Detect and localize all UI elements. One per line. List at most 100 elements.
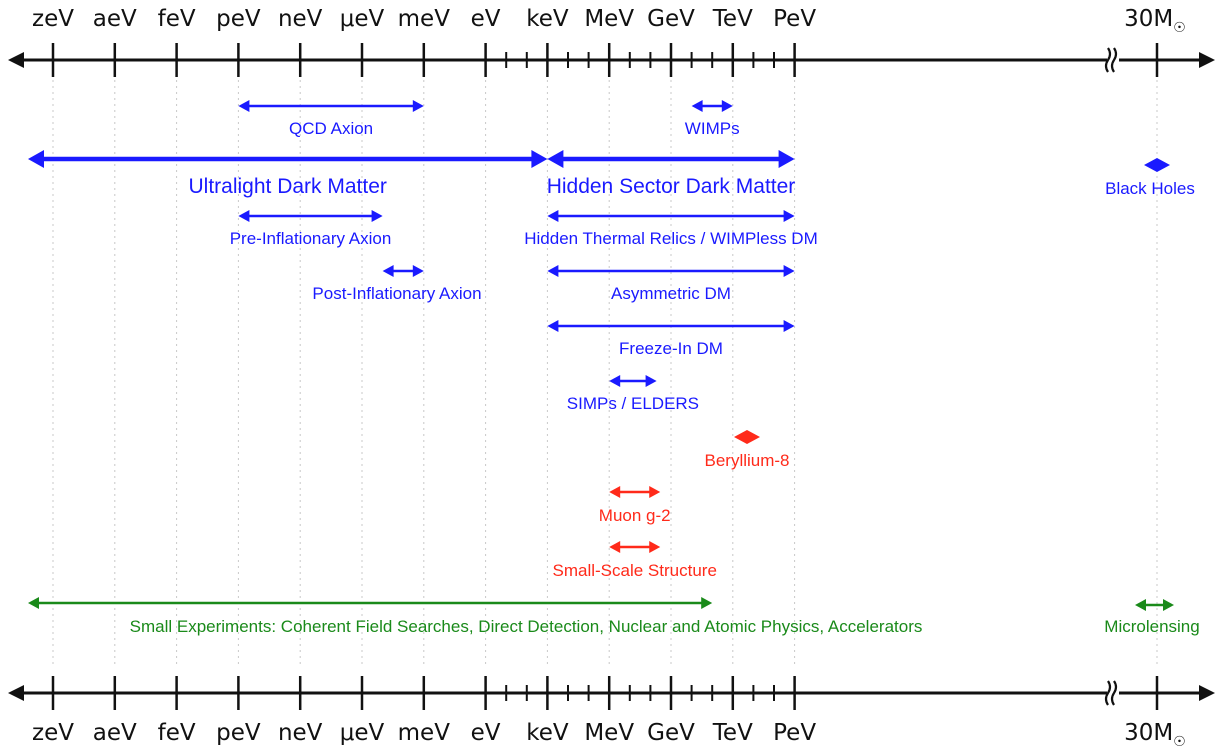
- range-label: Microlensing: [1104, 617, 1199, 636]
- axis-break-mark: [1110, 47, 1118, 73]
- axis-break-mark: [1104, 47, 1112, 73]
- bottom-energy-axis: zeV aeV feV peV neV μeV meV eV keV MeV GeV TeV PeV 30…: [8, 676, 1215, 750]
- range-arrow-head-right: [649, 541, 661, 553]
- tick-label-bottom: GeV: [647, 720, 695, 746]
- range-pre-inflationary-axion: Pre-Inflationary Axion: [230, 210, 392, 248]
- tick-label-bottom: aeV: [93, 720, 137, 746]
- range-arrow-head-left: [382, 265, 394, 277]
- range-arrow-head-right: [412, 100, 424, 112]
- tick-label-top: GeV: [647, 6, 695, 32]
- range-muon-g-2: Muon g-2: [599, 486, 671, 525]
- axis-arrow-right-bottom: [1199, 685, 1215, 701]
- tick-label-bottom: zeV: [32, 720, 74, 746]
- range-qcd-axion: QCD Axion: [238, 100, 424, 138]
- tick-label-top: neV: [278, 6, 323, 32]
- range-arrow-head-right: [721, 100, 733, 112]
- tick-label-bottom: TeV: [712, 720, 753, 746]
- range-arrow-head-right: [1163, 599, 1174, 611]
- range-label: Pre-Inflationary Axion: [230, 229, 392, 248]
- solar-mass-label-top: 30M☉: [1124, 6, 1186, 36]
- range-label: Muon g-2: [599, 506, 671, 525]
- range-freeze-in-dm: Freeze-In DM: [547, 320, 795, 358]
- tick-label-bottom: peV: [216, 720, 261, 746]
- tick-label-top: MeV: [584, 6, 634, 32]
- tick-label-bottom: feV: [158, 720, 196, 746]
- range-beryllium-8: Beryllium-8: [704, 430, 790, 470]
- range-arrow-head-left: [547, 150, 564, 168]
- tick-label-top: μeV: [340, 6, 385, 32]
- range-hidden-thermal-relics-wimpless-dm: Hidden Thermal Relics / WIMPless DM: [524, 210, 818, 248]
- range-label: Asymmetric DM: [611, 284, 731, 303]
- range-arrow-head-left: [28, 150, 44, 168]
- range-arrow-head-right: [783, 210, 795, 222]
- solar-mass-label-bottom: 30M☉: [1124, 720, 1186, 750]
- range-arrow-head-right: [783, 320, 795, 332]
- range-arrow-head-right: [783, 265, 795, 277]
- tick-label-bottom: eV: [471, 720, 501, 746]
- range-marker-diamond: [734, 430, 760, 444]
- range-label: WIMPs: [685, 119, 740, 138]
- range-asymmetric-dm: Asymmetric DM: [547, 265, 795, 303]
- range-arrow-head-left: [547, 320, 559, 332]
- range-arrow-head-left: [609, 375, 621, 387]
- tick-label-top: feV: [158, 6, 196, 32]
- range-arrow-head-left: [28, 597, 39, 609]
- range-simps-elders: SIMPs / ELDERS: [567, 375, 699, 413]
- tick-label-top: PeV: [773, 6, 816, 32]
- axis-arrow-left-top: [8, 52, 24, 68]
- range-label: Black Holes: [1105, 179, 1195, 198]
- range-label: Hidden Sector Dark Matter: [547, 175, 796, 198]
- tick-label-bottom: meV: [398, 720, 451, 746]
- range-label: Post-Inflationary Axion: [312, 284, 481, 303]
- axis-arrow-left-bottom: [8, 685, 24, 701]
- range-label: Small Experiments: Coherent Field Search…: [130, 617, 923, 636]
- range-arrow-head-right: [701, 597, 713, 609]
- axis-arrow-right-top: [1199, 52, 1215, 68]
- range-arrow-head-left: [609, 486, 621, 498]
- tick-label-bottom: keV: [526, 720, 569, 746]
- tick-label-bottom: neV: [278, 720, 323, 746]
- range-arrow-head-left: [238, 210, 250, 222]
- range-ultralight-dark-matter: Ultralight Dark Matter: [28, 150, 548, 198]
- range-arrow-head-left: [1135, 599, 1146, 611]
- tick-label-bottom: MeV: [584, 720, 634, 746]
- range-label: Beryllium-8: [704, 451, 789, 470]
- range-label: QCD Axion: [289, 119, 373, 138]
- tick-label-top: keV: [526, 6, 569, 32]
- range-label: Hidden Thermal Relics / WIMPless DM: [524, 229, 817, 248]
- range-label: Small-Scale Structure: [553, 561, 717, 580]
- tick-label-bottom: μeV: [340, 720, 385, 746]
- tick-label-top: meV: [398, 6, 451, 32]
- range-hidden-sector-dark-matter: Hidden Sector Dark Matter: [547, 150, 796, 198]
- axis-break-mark: [1104, 680, 1112, 706]
- range-marker-diamond: [1144, 158, 1170, 172]
- tick-label-top: TeV: [712, 6, 753, 32]
- tick-label-bottom: PeV: [773, 720, 816, 746]
- range-small-experiments-coherent-field-searches-direct-detection-nuclear-and-atomic-physics-accelerators: Small Experiments: Coherent Field Search…: [28, 597, 922, 636]
- range-arrow-head-right: [371, 210, 383, 222]
- range-label: Ultralight Dark Matter: [189, 175, 387, 198]
- range-arrow-head-right: [649, 486, 661, 498]
- tick-label-top: eV: [471, 6, 501, 32]
- top-energy-axis: zeV aeV feV peV neV μeV meV eV keV MeV GeV TeV PeV 30…: [8, 6, 1215, 77]
- range-wimps: WIMPs: [685, 100, 740, 138]
- tick-label-top: peV: [216, 6, 261, 32]
- range-small-scale-structure: Small-Scale Structure: [553, 541, 717, 580]
- grid-lines: [52, 68, 1158, 668]
- tick-label-top: zeV: [32, 6, 74, 32]
- range-arrow-head-right: [412, 265, 424, 277]
- range-label: SIMPs / ELDERS: [567, 394, 699, 413]
- range-arrow-head-right: [778, 150, 795, 168]
- range-microlensing: Microlensing: [1104, 599, 1200, 636]
- range-black-holes: Black Holes: [1105, 158, 1195, 198]
- range-arrow-head-left: [547, 265, 559, 277]
- range-arrow-head-left: [691, 100, 703, 112]
- range-arrow-head-right: [531, 150, 548, 168]
- axis-break-mark: [1110, 680, 1118, 706]
- range-arrow-head-left: [547, 210, 559, 222]
- range-arrow-head-left: [238, 100, 250, 112]
- mass-ranges: QCD Axion WIMPs Ultralight Dark Matter Hidd…: [28, 100, 1200, 636]
- range-arrow-head-right: [645, 375, 657, 387]
- range-post-inflationary-axion: Post-Inflationary Axion: [312, 265, 482, 303]
